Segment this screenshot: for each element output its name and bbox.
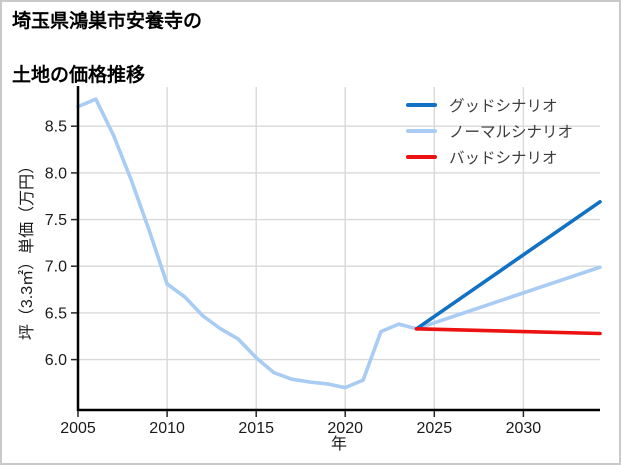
normal-scenario-line-swatch [406, 129, 437, 133]
legend-item-good: グッドシナリオ [406, 92, 573, 118]
legend-label-normal: ノーマルシナリオ [449, 124, 574, 141]
x-tick-label-2015: 2015 [238, 420, 274, 437]
y-tick-label-7.0: 7.0 [45, 259, 67, 276]
legend-item-bad: バッドシナリオ [406, 144, 573, 170]
chart-title-line2: 土地の価格推移 [12, 65, 146, 86]
legend: グッドシナリオ ノーマルシナリオ バッドシナリオ [406, 92, 573, 170]
series-バッドシナリオ [414, 326, 602, 336]
x-tick-label-2030: 2030 [506, 420, 542, 437]
series-グッドシナリオ [414, 200, 602, 331]
x-tick-label-2010: 2010 [149, 420, 185, 437]
legend-item-normal: ノーマルシナリオ [406, 118, 573, 144]
chart-title-line1: 埼玉県鴻巣市安養寺の [12, 11, 203, 32]
y-tick-label-6.0: 6.0 [45, 352, 67, 369]
axis-spines [76, 86, 600, 412]
y-tick-label-8.0: 8.0 [45, 165, 67, 182]
y-axis-label: 坪（3.3㎡）単価（万円） [19, 157, 36, 341]
good-scenario-line-swatch [406, 103, 437, 107]
y-tick-label-7.5: 7.5 [45, 212, 67, 229]
x-tick-label-2025: 2025 [417, 420, 453, 437]
x-tick-label-2005: 2005 [60, 420, 96, 437]
series-ノーマルシナリオ [76, 97, 602, 390]
chart-title: 埼玉県鴻巣市安養寺の 土地の価格推移 [12, 8, 202, 89]
tick-marks [71, 125, 525, 417]
x-axis-label: 年 [330, 436, 347, 453]
bad-scenario-line-swatch [406, 155, 437, 159]
legend-label-bad: バッドシナリオ [449, 150, 558, 167]
y-tick-label-8.5: 8.5 [45, 119, 67, 136]
y-tick-label-6.5: 6.5 [45, 305, 67, 322]
legend-label-good: グッドシナリオ [449, 98, 558, 115]
tick-labels: 2005 2010 2015 2020 2025 2030 6.0 6.5 7.0 7.5 8.0 8… [45, 119, 542, 437]
x-tick-label-2020: 2020 [327, 420, 363, 437]
